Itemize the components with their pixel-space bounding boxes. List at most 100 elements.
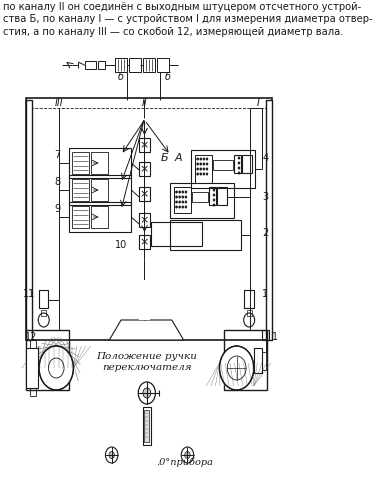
Bar (139, 162, 150, 176)
Circle shape (213, 194, 215, 196)
Text: II: II (142, 98, 147, 108)
Bar (262, 352, 266, 370)
Bar (69, 175, 131, 205)
Circle shape (176, 191, 177, 193)
Bar (143, 407, 151, 445)
Text: А: А (174, 153, 182, 163)
Bar (262, 330, 268, 340)
Circle shape (213, 189, 215, 191)
Bar (195, 155, 213, 183)
Circle shape (185, 201, 187, 203)
Circle shape (185, 206, 187, 208)
Bar (213, 160, 233, 170)
Circle shape (179, 201, 180, 203)
Circle shape (197, 173, 198, 175)
Bar (91, 152, 108, 174)
Circle shape (197, 158, 198, 160)
Circle shape (200, 173, 201, 175)
Text: по каналу II он соединён с выходным штуцером отсчетного устрой-
ства Б, по канал: по каналу II он соединён с выходным штуц… (3, 2, 373, 37)
Bar (139, 187, 150, 201)
Circle shape (109, 452, 114, 458)
Bar (242, 155, 252, 173)
Circle shape (182, 201, 183, 203)
Bar (26, 100, 32, 340)
Text: ×: × (140, 189, 149, 199)
Circle shape (203, 168, 205, 170)
Bar (234, 155, 241, 173)
Text: 7: 7 (55, 150, 61, 160)
Circle shape (203, 163, 205, 165)
Circle shape (197, 163, 198, 165)
Bar (170, 183, 234, 218)
Text: 10: 10 (115, 240, 127, 250)
Bar (139, 213, 150, 227)
Text: Положение ручки
переключателя: Положение ручки переключателя (96, 352, 197, 371)
Text: ×: × (140, 164, 149, 174)
Text: I: I (256, 98, 259, 108)
Circle shape (176, 196, 177, 198)
Bar (72, 179, 89, 201)
Bar (72, 206, 89, 228)
Bar (26, 98, 272, 340)
Text: Б: Б (160, 153, 168, 163)
Text: ×: × (140, 237, 149, 247)
Circle shape (203, 158, 205, 160)
Text: б: б (165, 72, 171, 82)
Bar (139, 280, 150, 320)
Circle shape (206, 163, 208, 165)
Circle shape (200, 158, 201, 160)
Text: 4: 4 (262, 153, 268, 163)
Polygon shape (110, 320, 183, 340)
Bar (143, 58, 155, 72)
Bar (129, 58, 141, 72)
Bar (191, 150, 255, 188)
Bar (91, 179, 108, 201)
Circle shape (143, 388, 151, 398)
Bar (85, 61, 96, 69)
Circle shape (185, 196, 187, 198)
Text: 3: 3 (262, 192, 268, 202)
Bar (69, 202, 131, 232)
Circle shape (213, 204, 215, 206)
Bar (170, 220, 241, 250)
Bar (209, 187, 216, 205)
Circle shape (39, 346, 74, 390)
Circle shape (238, 172, 240, 174)
Bar (151, 222, 201, 246)
Bar (26, 348, 38, 388)
Bar (144, 410, 149, 442)
Text: ×: × (140, 140, 149, 150)
Text: .0°прибора: .0°прибора (156, 457, 213, 467)
Circle shape (179, 191, 180, 193)
Circle shape (182, 191, 183, 193)
Circle shape (206, 168, 208, 170)
Circle shape (206, 158, 208, 160)
Text: 11: 11 (23, 289, 35, 299)
Bar (69, 148, 131, 178)
Text: 1: 1 (262, 289, 268, 299)
Bar (247, 310, 252, 316)
Bar (39, 290, 48, 308)
Text: ×: × (140, 215, 149, 225)
Circle shape (200, 163, 201, 165)
Circle shape (206, 173, 208, 175)
Bar (224, 330, 267, 390)
Text: 2: 2 (262, 228, 269, 238)
Bar (26, 330, 69, 390)
Circle shape (179, 206, 180, 208)
Bar (98, 61, 105, 69)
Circle shape (213, 199, 215, 201)
Circle shape (176, 206, 177, 208)
Bar (72, 152, 89, 174)
Circle shape (185, 191, 187, 193)
Circle shape (197, 168, 198, 170)
Circle shape (182, 196, 183, 198)
Bar (139, 138, 150, 152)
Bar (192, 192, 208, 202)
Bar (254, 348, 262, 373)
Circle shape (182, 206, 183, 208)
Circle shape (203, 173, 205, 175)
Circle shape (238, 157, 240, 159)
Bar (115, 58, 128, 72)
Bar (217, 187, 226, 205)
